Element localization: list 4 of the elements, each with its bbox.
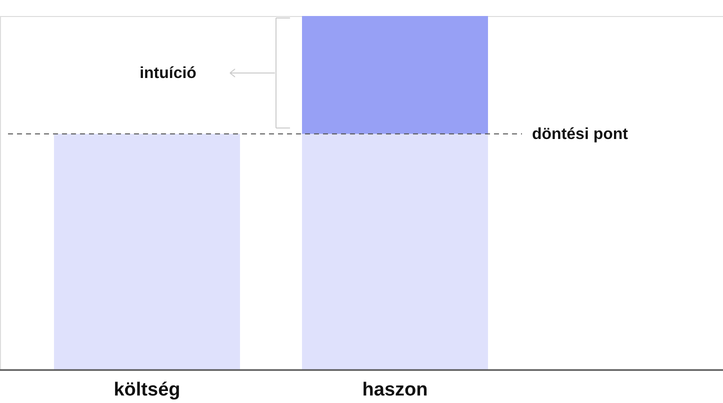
annotation: intuíció xyxy=(140,65,197,82)
ref-line-label: döntési pont xyxy=(532,126,629,143)
x-tick-label: haszon xyxy=(362,380,428,400)
x-tick-label: költség xyxy=(114,380,180,400)
